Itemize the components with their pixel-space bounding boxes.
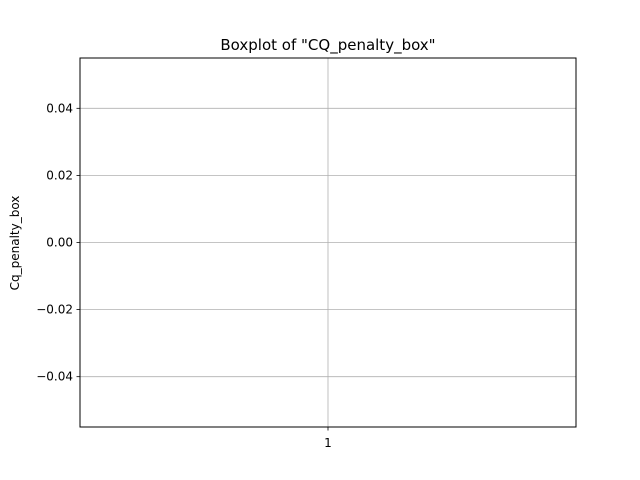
chart-title: Boxplot of "CQ_penalty_box" bbox=[220, 36, 435, 55]
grid-lines bbox=[80, 58, 576, 427]
y-axis-label: Cq_penalty_box bbox=[8, 196, 22, 291]
y-tick-label: −0.04 bbox=[36, 370, 73, 384]
plot-area-frame bbox=[79, 57, 577, 428]
y-tick-label: 0.02 bbox=[46, 168, 73, 182]
axis-ticks: −0.04 −0.02 0.00 0.02 0.04 1 bbox=[36, 101, 332, 450]
y-tick-label: 0.00 bbox=[46, 236, 73, 250]
y-tick-label: −0.02 bbox=[36, 303, 73, 317]
y-tick-label: 0.04 bbox=[46, 101, 73, 115]
x-tick-label: 1 bbox=[324, 436, 332, 450]
